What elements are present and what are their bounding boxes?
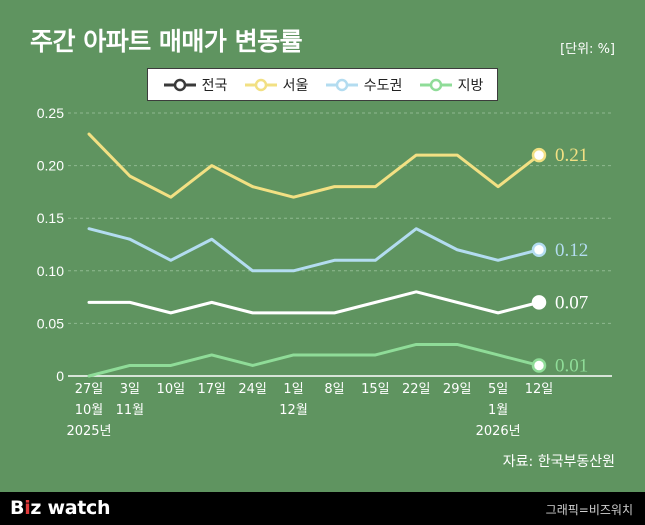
grid-lines xyxy=(68,112,612,377)
unit-label: [단위: %] xyxy=(560,42,615,57)
legend-item: 전국 xyxy=(162,75,228,95)
legend-label: 지방 xyxy=(457,77,484,94)
legend-swatch-icon xyxy=(419,78,452,91)
footer-bar: Biz watch 그래픽=비즈워치 xyxy=(0,492,645,525)
x-tick-label: 17일 xyxy=(197,382,226,397)
y-tick-label: 0 xyxy=(56,368,64,384)
brand-b: B xyxy=(10,497,25,519)
brand-logo: Biz watch xyxy=(10,497,111,519)
legend-label: 서울 xyxy=(282,77,309,94)
series-line-수도권 xyxy=(87,227,541,273)
x-tick-label: 12월 xyxy=(279,403,308,418)
series-line-서울 xyxy=(87,132,541,199)
brand-rest: watch xyxy=(41,497,111,519)
x-tick-label: 10월 xyxy=(75,403,104,418)
x-tick-label: 29일 xyxy=(443,382,472,397)
source-note: 자료: 한국부동산원 xyxy=(502,454,615,470)
brand-z: z xyxy=(30,497,42,519)
page-title: 주간 아파트 매매가 변동률 xyxy=(30,27,303,56)
brand-i: i xyxy=(24,497,31,519)
legend-label: 수도권 xyxy=(363,77,403,94)
end-labels: 0.07 0.21 0.12 0.01 xyxy=(555,145,588,376)
x-tick-label: 2025년 xyxy=(66,424,111,439)
y-tick-label: 0.10 xyxy=(37,263,64,279)
x-tick-label: 24일 xyxy=(238,382,267,397)
legend-item: 수도권 xyxy=(324,75,403,95)
y-axis: 0 0.05 0.10 0.15 0.20 0.25 xyxy=(37,105,64,384)
x-tick-label: 11월 xyxy=(116,403,145,418)
end-point-marker xyxy=(531,147,547,163)
x-tick-label: 15일 xyxy=(361,382,390,397)
x-tick-label: 2026년 xyxy=(476,424,521,439)
legend: 전국 서울 수도권 지방 xyxy=(147,68,498,101)
y-tick-label: 0.05 xyxy=(37,315,64,331)
y-tick-label: 0.15 xyxy=(37,210,64,226)
graphic-credit: 그래픽=비즈워치 xyxy=(545,503,633,517)
series-lines xyxy=(87,132,547,378)
x-axis: 27일 10월 2025년 3일 11월 10일 17일 24일 1일 12월 8일 15일 22일 29… xyxy=(66,382,553,439)
x-tick-label: 5일 xyxy=(488,382,508,397)
legend-swatch-icon xyxy=(325,78,358,91)
x-tick-label: 8일 xyxy=(324,382,344,397)
end-point-marker xyxy=(531,295,547,310)
legend-swatch-icon xyxy=(244,78,277,91)
x-tick-label: 10일 xyxy=(157,382,186,397)
x-tick-label: 27일 xyxy=(75,382,104,397)
legend-item: 서울 xyxy=(243,75,309,95)
x-tick-label: 12일 xyxy=(525,382,554,397)
series-line-지방 xyxy=(87,342,541,378)
end-value-label: 0.21 xyxy=(555,145,588,166)
end-value-label: 0.07 xyxy=(555,292,588,313)
x-tick-label: 1일 xyxy=(283,382,303,397)
x-tick-label: 1월 xyxy=(488,403,508,418)
x-tick-label: 3일 xyxy=(120,382,140,397)
legend-swatch-icon xyxy=(163,78,196,91)
legend-item: 지방 xyxy=(418,75,484,95)
series-line-전국 xyxy=(87,290,541,315)
line-chart: 0 0.05 0.10 0.15 0.20 0.25 27일 10월 2025년 3일 11월 10… xyxy=(37,105,612,439)
y-tick-label: 0.25 xyxy=(37,105,64,121)
end-value-label: 0.01 xyxy=(555,355,588,376)
x-tick-label: 22일 xyxy=(402,382,431,397)
legend-label: 전국 xyxy=(201,77,228,94)
end-point-marker xyxy=(531,242,547,258)
end-point-marker xyxy=(531,358,547,373)
end-value-label: 0.12 xyxy=(555,240,588,261)
y-tick-label: 0.20 xyxy=(37,158,64,174)
